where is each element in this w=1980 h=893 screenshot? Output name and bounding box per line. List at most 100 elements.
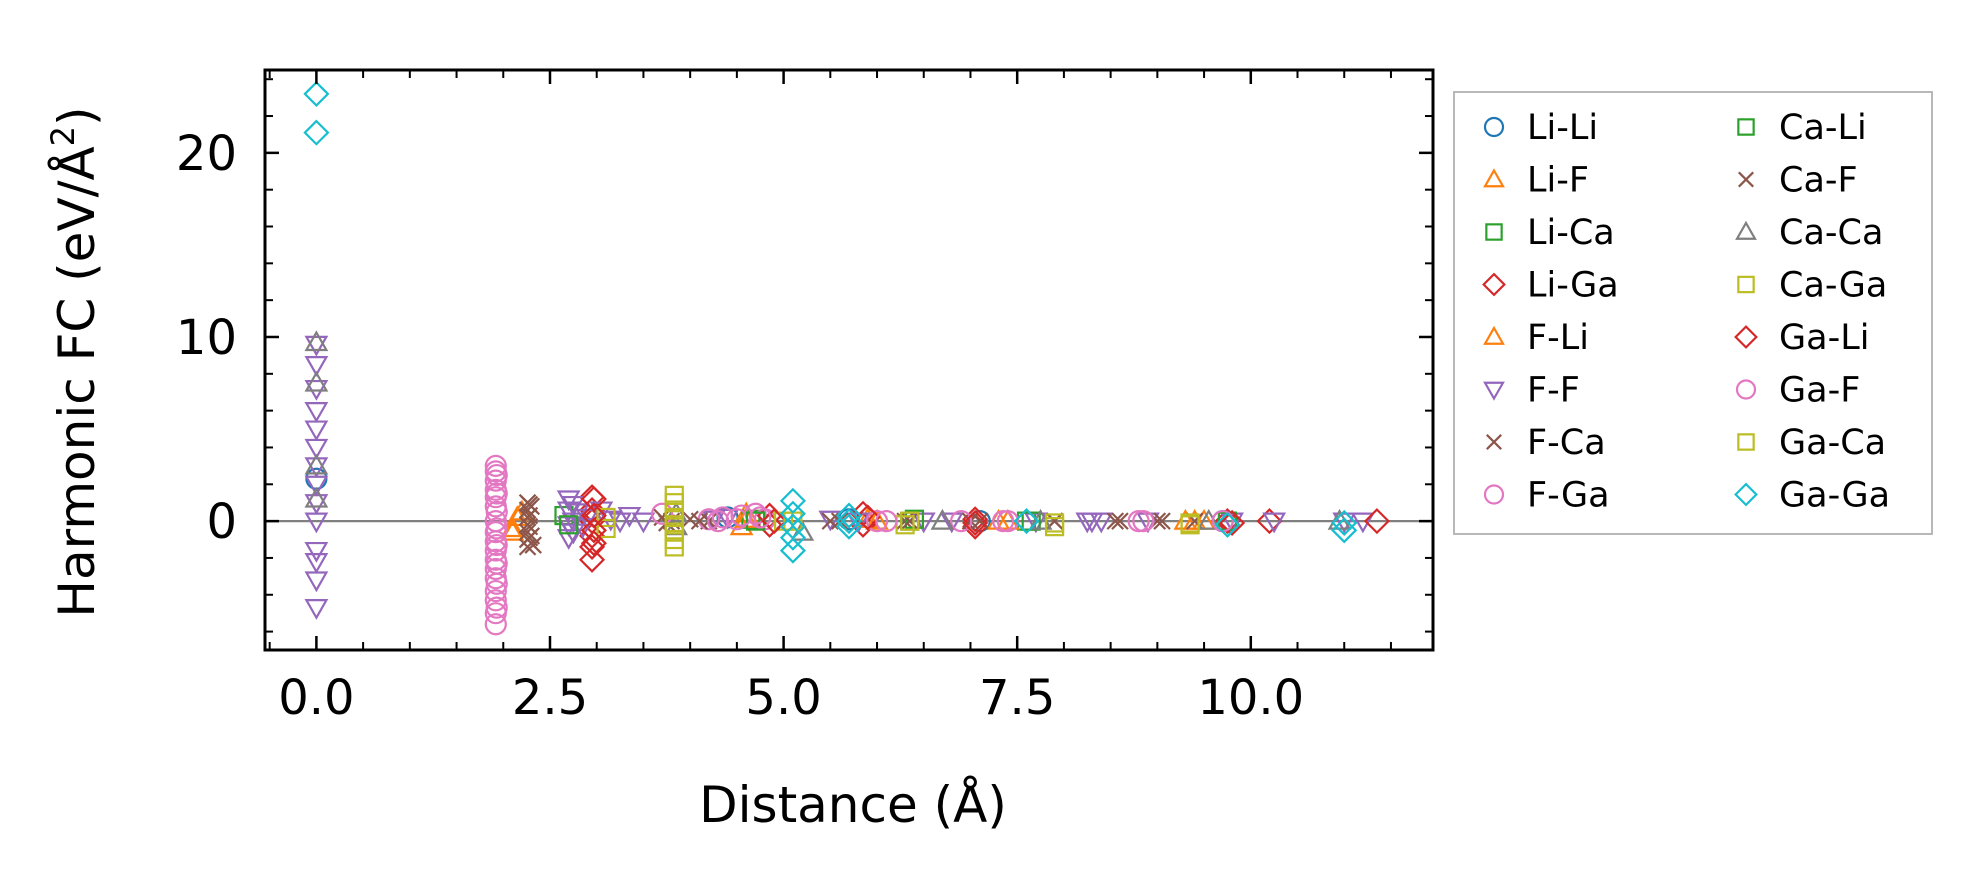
data-point [900, 511, 920, 531]
x-tick-label: 7.5 [979, 670, 1055, 726]
legend-item: Ca-Li [1737, 108, 1867, 148]
legend-box [1453, 91, 1933, 535]
data-point [779, 537, 806, 564]
x-axis-title: Distance (Å) [699, 776, 1007, 834]
data-point [304, 420, 329, 442]
legend-item: Li-Ca [1485, 213, 1615, 253]
data-point [304, 541, 329, 563]
data-point [749, 506, 772, 529]
data-point [1044, 513, 1065, 533]
data-point [556, 490, 581, 512]
legend-item: Ca-F [1738, 161, 1858, 201]
data-point [578, 546, 606, 573]
data-point [485, 517, 508, 540]
legend-marker [1483, 325, 1505, 345]
data-point [707, 510, 730, 533]
data-point [485, 463, 508, 487]
data-point [485, 596, 508, 619]
legend-item: Li-F [1483, 161, 1589, 201]
data-point [1331, 509, 1358, 537]
legend-marker [1483, 168, 1505, 188]
data-point [992, 510, 1015, 533]
data-point [485, 533, 508, 557]
data-point [304, 438, 329, 460]
data-point [303, 80, 330, 107]
y-axis-title-main: Harmonic FC (eV/Å [48, 146, 106, 617]
data-point [1256, 508, 1283, 535]
data-point [556, 501, 581, 523]
data-point [962, 506, 989, 533]
data-point [304, 335, 329, 357]
legend-label: Li-Ga [1527, 266, 1619, 306]
data-point [930, 508, 955, 530]
data-point [485, 482, 508, 505]
data-point [580, 485, 607, 513]
data-point [835, 502, 863, 529]
y-tick-label: 10 [176, 310, 237, 366]
legend-item: Ga-F [1735, 371, 1860, 411]
data-point [818, 510, 843, 532]
axes-frame [263, 68, 1435, 652]
data-point [304, 553, 329, 574]
legend-marker [1737, 118, 1755, 136]
data-point [631, 512, 656, 534]
data-point [865, 510, 889, 533]
legend-label: F-F [1527, 371, 1580, 411]
x-tick-label: 10.0 [1197, 670, 1304, 726]
data-point [1089, 512, 1114, 534]
data-point [664, 537, 684, 557]
legend-label: Ga-Ca [1779, 423, 1886, 463]
legend-marker [1735, 379, 1757, 400]
y-axis-title-superscript: 2 [44, 126, 82, 146]
series-ga-ga [303, 80, 1358, 564]
data-point [779, 524, 806, 551]
data-point [651, 502, 674, 525]
legend-label: Ga-Li [1779, 318, 1869, 358]
data-markers [303, 80, 1390, 636]
legend-marker [1738, 171, 1754, 188]
data-point [484, 579, 507, 603]
data-point [711, 506, 734, 529]
data-point [304, 457, 329, 479]
data-point [962, 509, 989, 537]
data-point [484, 589, 507, 612]
y-tick-label: 20 [176, 126, 237, 182]
data-point [485, 572, 508, 595]
data-point [1106, 512, 1125, 530]
data-point [1219, 509, 1246, 537]
data-point [950, 510, 973, 533]
data-point [1363, 508, 1390, 535]
legend-marker [1482, 272, 1506, 297]
legend-marker [1486, 434, 1502, 450]
data-point [580, 530, 607, 557]
data-point [304, 356, 329, 377]
legend-label: Ca-Ga [1779, 266, 1887, 306]
data-point [578, 533, 606, 560]
series-ca-ga [596, 507, 1200, 539]
legend-label: Li-F [1527, 161, 1589, 201]
legend-item: Ca-Ga [1737, 266, 1887, 306]
legend-label: Ga-F [1779, 371, 1860, 411]
y-tick-label: 0 [206, 494, 237, 550]
data-point [500, 519, 525, 541]
legend-marker [1734, 325, 1758, 349]
data-point [1331, 517, 1358, 544]
legend-label: Li-Li [1527, 108, 1598, 148]
data-point [1262, 512, 1287, 534]
data-point [304, 453, 329, 475]
data-point [304, 402, 329, 423]
series-ga-ca [664, 485, 1200, 557]
data-point [304, 571, 329, 593]
axis-ticks: 0.0 2.5 5.0 7.5 10.0 0 10 20 [176, 70, 1433, 726]
legend-label: Ca-Li [1779, 108, 1867, 148]
legend-marker [1735, 220, 1757, 240]
x-tick-label: 5.0 [745, 670, 821, 726]
legend-label: Li-Ca [1527, 213, 1615, 253]
data-point [580, 517, 607, 544]
data-point [1153, 512, 1171, 530]
data-point [484, 454, 507, 477]
data-point [304, 486, 329, 508]
legend-item: Ga-Li [1734, 318, 1869, 358]
